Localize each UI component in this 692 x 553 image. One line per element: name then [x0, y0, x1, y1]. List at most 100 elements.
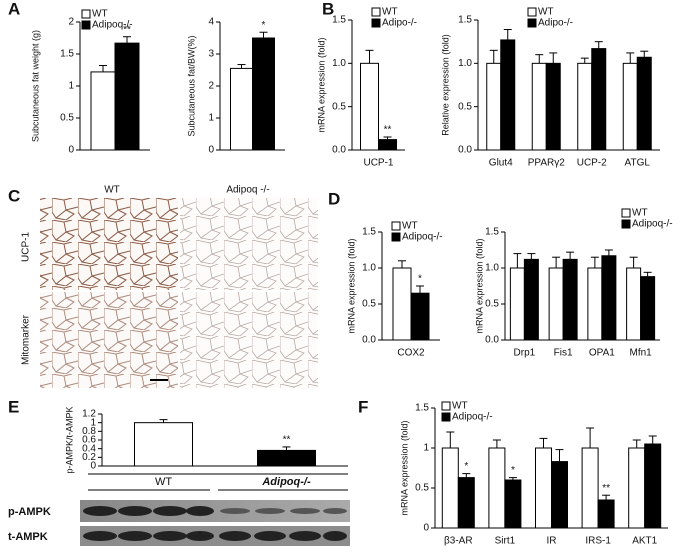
significance: ** — [384, 125, 392, 136]
bar — [392, 267, 412, 341]
y-tick-label: 1.0 — [458, 58, 472, 69]
blot-strip — [80, 500, 350, 522]
bar — [591, 48, 607, 151]
bar — [644, 443, 662, 529]
x-tick-label: ATGL — [625, 158, 651, 169]
y-tick-label: 1.5 — [458, 15, 472, 26]
bands — [83, 506, 347, 541]
panel-label: E — [8, 397, 19, 416]
bar — [636, 56, 652, 151]
micrograph — [180, 292, 318, 388]
significance: * — [262, 20, 266, 31]
legend-swatch — [391, 221, 401, 231]
legend-label: Adipoq-/- — [452, 412, 493, 423]
y-tick-label: 0.5 — [60, 113, 74, 124]
y-axis-label: mRNA expression (fold) — [399, 420, 409, 515]
panel-label: A — [8, 0, 20, 18]
blot-label: t-AMPK — [8, 531, 48, 543]
x-tick-label: UCP-1 — [363, 158, 393, 169]
x-tick-label: WT — [155, 476, 172, 488]
y-tick-label: 0.0 — [485, 335, 499, 346]
significance: ** — [123, 24, 131, 35]
y-tick-label: 3 — [208, 49, 214, 60]
legend-swatch — [441, 412, 451, 422]
significance: * — [418, 274, 422, 285]
x-tick-label: Adipoq-/- — [261, 476, 311, 488]
bar — [252, 37, 275, 151]
micrograph — [40, 292, 178, 388]
y-tick-label: 1.2 — [82, 409, 96, 420]
bar — [257, 449, 316, 467]
y-axis-label: Subcutaneous fat/BW(%) — [186, 35, 196, 136]
significance: * — [464, 461, 468, 472]
bar — [509, 267, 525, 341]
y-tick-label: 1.5 — [362, 227, 376, 238]
y-tick-label: 1.5 — [332, 15, 346, 26]
bar — [581, 447, 599, 529]
legend-swatch — [621, 208, 631, 218]
x-tick-label: IR — [547, 536, 557, 547]
y-tick-label: 0.5 — [362, 299, 376, 310]
bar — [90, 71, 116, 151]
panel-label: C — [8, 186, 20, 205]
bar — [628, 447, 646, 529]
x-tick-label: Sirt1 — [495, 536, 516, 547]
bar — [597, 499, 615, 529]
y-axis-label: mRNA expression (fold) — [316, 37, 326, 132]
bar — [535, 447, 552, 529]
column-label: Adipoq -/- — [226, 185, 269, 196]
x-tick-label: Drp1 — [514, 348, 536, 359]
bar — [551, 461, 568, 529]
bar — [548, 267, 564, 341]
legend-swatch — [441, 401, 451, 411]
bar — [577, 62, 593, 151]
legend-label: Adipo-/- — [538, 18, 573, 29]
y-tick-label: 0.0 — [362, 335, 376, 346]
significance: ** — [602, 483, 610, 494]
panel-label: F — [358, 397, 368, 416]
y-tick-label: 1.0 — [362, 263, 376, 274]
legend-label: WT — [452, 401, 468, 412]
bar — [134, 422, 193, 467]
y-axis-label: p-AMPK/t-AMPK — [64, 406, 74, 473]
column-label: WT — [104, 185, 120, 196]
y-axis-label: mRNA expression (fold) — [346, 238, 356, 333]
bar — [378, 139, 397, 151]
bar — [486, 62, 502, 151]
legend-label: WT — [538, 7, 554, 18]
significance: * — [511, 465, 515, 476]
panel-label: D — [328, 189, 340, 208]
legend-label: WT — [402, 221, 418, 232]
bar — [114, 42, 140, 151]
row-label: UCP-1 — [21, 232, 32, 262]
y-tick-label: 0 — [68, 145, 74, 156]
bar — [601, 255, 617, 341]
blot-label: p-AMPK — [8, 506, 51, 518]
y-tick-label: 1.5 — [485, 227, 499, 238]
y-axis-label: Subcutaneous fat weight (g) — [30, 30, 40, 142]
bar — [504, 479, 522, 529]
y-tick-label: 0.5 — [485, 299, 499, 310]
y-tick-label: 4 — [208, 17, 214, 28]
bar — [622, 62, 638, 151]
x-tick-label: UCP-2 — [577, 158, 607, 169]
x-tick-label: OPA1 — [589, 348, 615, 359]
y-tick-label: 1.0 — [332, 58, 346, 69]
legend-label: Adipo-/- — [382, 18, 417, 29]
legend-label: WT — [382, 7, 398, 18]
bar — [488, 447, 506, 529]
y-tick-label: 0.6 — [82, 435, 96, 446]
legend-label: Adipoq-/- — [402, 232, 443, 243]
legend-swatch — [527, 7, 537, 17]
bar — [410, 292, 430, 341]
micrograph — [40, 198, 178, 290]
y-tick-label: 2 — [68, 17, 74, 28]
row-label: Mitomarker — [21, 314, 32, 365]
legend-label: WT — [632, 208, 648, 219]
y-tick-label: 0.8 — [82, 426, 96, 437]
x-tick-label: Mfn1 — [630, 348, 653, 359]
legend-swatch — [371, 18, 381, 28]
x-tick-label: Fis1 — [554, 348, 573, 359]
y-tick-label: 0.4 — [82, 443, 96, 454]
x-tick-label: AKT1 — [632, 536, 657, 547]
